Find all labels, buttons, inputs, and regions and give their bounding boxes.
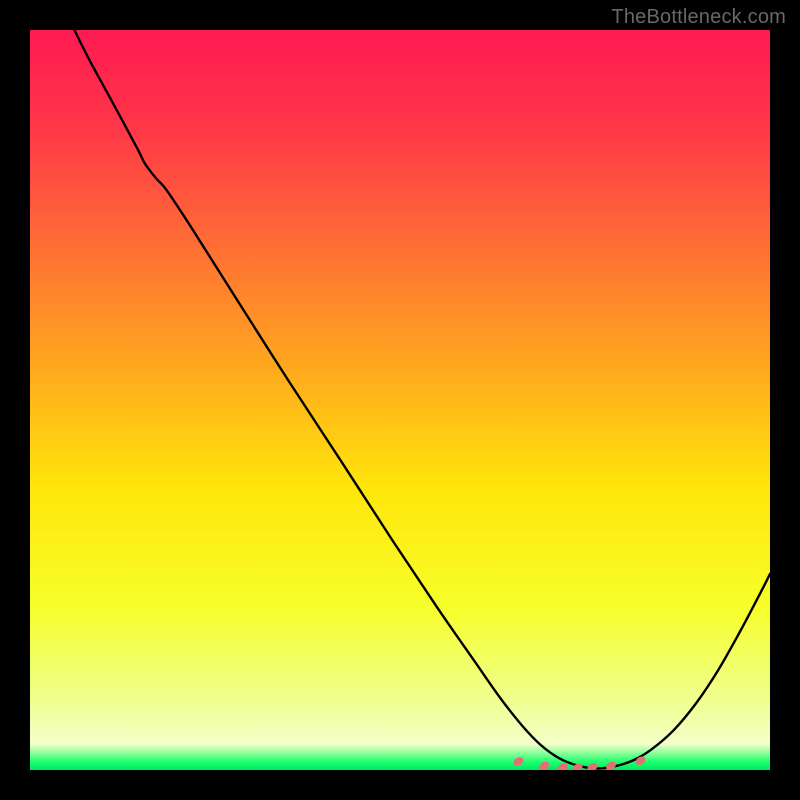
gradient-background — [30, 30, 770, 770]
chart-svg — [30, 30, 770, 770]
chart-frame: TheBottleneck.com — [0, 0, 800, 800]
watermark-text: TheBottleneck.com — [611, 6, 786, 29]
plot-area — [30, 30, 770, 770]
